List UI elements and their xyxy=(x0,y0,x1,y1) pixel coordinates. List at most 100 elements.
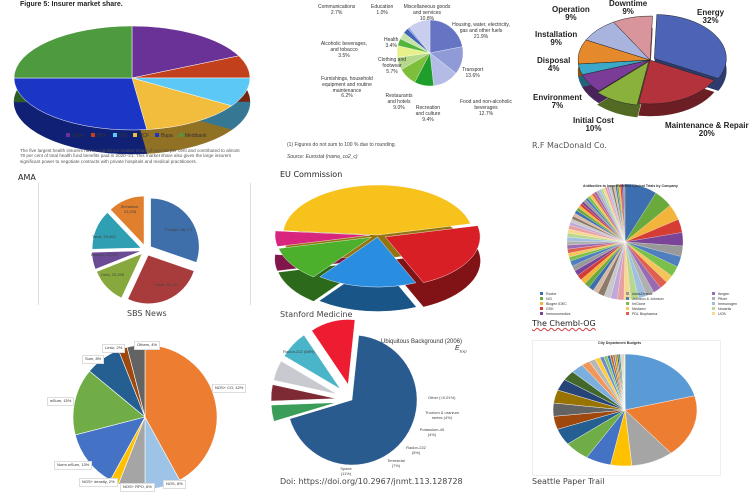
chembl-legend-item: GSK xyxy=(540,307,554,311)
divider xyxy=(250,183,251,305)
radiation-source: Doi: https://doi.org/10.2967/jnmt.113.12… xyxy=(280,477,463,486)
chembl-legend-item: UCB xyxy=(712,312,726,316)
sbs-label: Sinhalese, 23,205 xyxy=(120,204,140,214)
seattle-title: City Department Budgets xyxy=(598,341,642,345)
ama-slice xyxy=(131,25,240,79)
stanford-slice xyxy=(283,184,471,236)
radiation-slice xyxy=(284,334,341,390)
chembl-slice xyxy=(623,183,626,243)
rf-label: Installation 9% xyxy=(535,30,578,47)
eu-label: Restaurants and hotels 9.0% xyxy=(385,93,413,111)
ama-slice xyxy=(13,25,133,79)
sbs-source: SBS News xyxy=(127,309,167,318)
sbs-label: Punjabi, 58,171 xyxy=(165,227,193,232)
methods-label: NOS, 8% xyxy=(163,480,186,489)
eu-label: Communications 2.7% xyxy=(318,4,356,16)
rf-label: Maintenance & Repair 20% xyxy=(665,121,749,138)
radiation-label: Potassium-40 (4%) xyxy=(419,427,445,437)
chembl-title: Antibodies to have Reached Clinical Tria… xyxy=(583,184,678,188)
eu-label: Food and non-alcoholic beverages 12.7% xyxy=(460,99,512,117)
eu-label: Recreation and culture 9.4% xyxy=(415,105,441,123)
sbs-label: Bangla, 10,692 xyxy=(91,252,118,257)
methods-label: NOS+ density, 2% xyxy=(79,478,118,487)
eu-label: Education 1.0% xyxy=(371,4,394,16)
ama-slice xyxy=(13,77,148,131)
seattle-chart-panel xyxy=(532,340,721,476)
radiation-slice xyxy=(270,384,337,402)
rf-label: Energy 32% xyxy=(697,8,725,25)
rf-label: Initial Cost 10% xyxy=(573,116,614,133)
ama-legend-item: Bupa xyxy=(155,133,173,139)
eu-label: Alcoholic beverages, and tobacco 3.5% xyxy=(320,41,368,59)
chembl-legend-item: PDL Biopharma xyxy=(626,312,657,316)
chembl-legend-item: Roche xyxy=(540,292,556,296)
radiation-slice xyxy=(274,404,337,424)
chembl-legend-item: ImClone xyxy=(626,302,645,306)
chembl-legend-item: NCI xyxy=(540,297,552,301)
stanford-slice xyxy=(384,225,481,283)
sbs-label: Tamil, 25,662 xyxy=(92,234,116,239)
chembl-legend-item: Novartis xyxy=(712,307,731,311)
rf-label: Disposal 4% xyxy=(537,56,571,73)
radiation-slice xyxy=(273,360,338,395)
methods-label: Others, 4% xyxy=(134,341,161,350)
eu-note: (1) Figures do not sum to 100 % due to r… xyxy=(287,142,396,148)
sbs-slice xyxy=(150,198,199,263)
radiation-label: Radon-222 (5%) xyxy=(406,445,426,455)
eu-source: EU Commission xyxy=(280,170,343,179)
divider xyxy=(38,183,39,305)
seattle-slice xyxy=(623,353,626,411)
ama-legend-item: NIB xyxy=(112,133,127,139)
rf-label: Operation 9% xyxy=(552,5,590,22)
eu-label: Miscellaneous goods and services 10.8% xyxy=(403,4,451,22)
chembl-source: The Chembl-OG xyxy=(532,319,596,328)
chembl-legend-item: Immunomedics xyxy=(540,312,570,316)
ama-title: Figure 5: Insurer market share. xyxy=(20,1,123,8)
methods-slice xyxy=(72,370,146,436)
eu-source-note: Source: Eurostat (nama_co2_c) xyxy=(287,154,358,160)
rf-source: R.F MacDonald Co. xyxy=(532,141,607,150)
methods-label: Norm wSum, 13% xyxy=(54,461,93,470)
methods-label: wSum, 15% xyxy=(47,397,75,406)
stanford-slice xyxy=(319,236,417,288)
rf-label: Downtime 9% xyxy=(609,0,648,16)
chembl-legend-item: Pfizer xyxy=(712,297,727,301)
ama-legend-item: Other xyxy=(66,133,85,139)
ama-slice xyxy=(131,77,233,130)
eu-slice xyxy=(409,19,431,54)
stanford-slice xyxy=(278,237,372,278)
eu-label: Clothing and footwear 5.7% xyxy=(377,57,407,75)
chembl-legend-item: Biogen IDEC xyxy=(540,302,567,306)
chembl-legend-item: AstraZeneca xyxy=(626,292,652,296)
stanford-slice xyxy=(274,230,371,247)
radiation-title: Ubiquitous Background (2006) xyxy=(381,339,463,345)
radiation-subtitle: EExp xyxy=(455,345,467,354)
sbs-label: Urdu, 23,205 xyxy=(101,272,125,277)
sbs-slice xyxy=(92,251,141,269)
rf-slice xyxy=(638,59,715,105)
sbs-slice xyxy=(110,196,144,245)
radiation-slice xyxy=(289,335,418,466)
methods-slice xyxy=(144,344,218,481)
seattle-slice xyxy=(624,395,698,454)
radiation-label: Radon-222 (68%) xyxy=(283,349,315,354)
rf-label: Environment 7% xyxy=(533,93,582,110)
radiation-label: Other (<0.01%) xyxy=(428,395,456,400)
methods-label: NOS+ CO, 42% xyxy=(212,384,247,393)
ama-source: AMA xyxy=(18,173,36,182)
sbs-label: Hindi, 51,241 xyxy=(155,282,179,287)
rf-slice xyxy=(613,15,653,61)
ama-caption-text: The five largest health insurers have a … xyxy=(20,148,240,164)
methods-label: NOS+ RPO, 6% xyxy=(120,483,155,492)
ama-legend-item: HCF xyxy=(132,133,149,139)
sbs-slice xyxy=(128,255,194,304)
eu-label: Furnishings, household equipment and rou… xyxy=(321,76,373,100)
eu-slice xyxy=(429,19,463,54)
sbs-slice xyxy=(92,212,141,249)
eu-label: Health 3.4% xyxy=(384,37,399,49)
ama-legend-item: HBF xyxy=(90,133,107,139)
methods-label: Lexic, 2% xyxy=(102,344,126,353)
rf-slice xyxy=(597,61,650,106)
radiation-slice xyxy=(311,319,356,386)
